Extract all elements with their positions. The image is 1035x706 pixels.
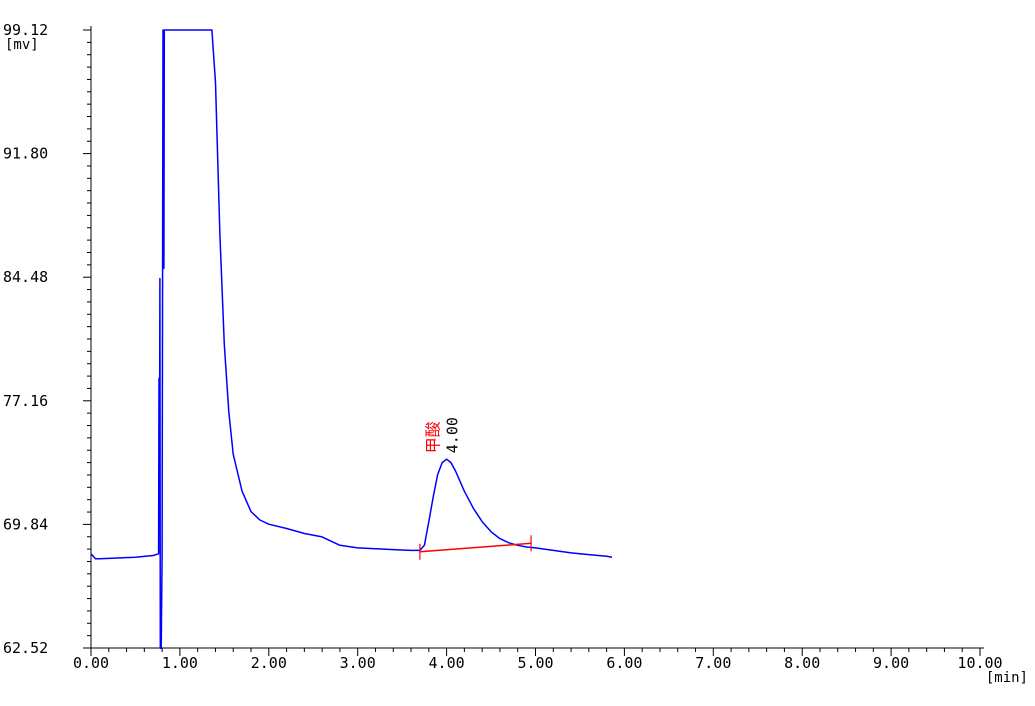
axes	[90, 26, 984, 649]
x-tick-label: 3.00	[340, 654, 376, 672]
y-axis-unit: [mv]	[5, 37, 39, 53]
y-tick-label: 91.80	[3, 145, 48, 163]
tick-marks	[83, 29, 981, 656]
x-tick-label: 2.00	[251, 654, 287, 672]
signal-line	[90, 29, 613, 650]
x-tick-label: 9.00	[873, 654, 909, 672]
x-axis-unit: [min]	[986, 670, 1028, 686]
y-tick-label: 77.16	[3, 392, 48, 410]
x-tick-label: 4.00	[429, 654, 465, 672]
x-tick-label: 10.00	[957, 654, 1002, 672]
peak-retention-time-label: 4.00	[444, 417, 462, 453]
baseline-line	[419, 542, 532, 553]
x-tick-label: 8.00	[784, 654, 820, 672]
y-tick-label: 99.12	[3, 21, 48, 39]
y-tick-label: 69.84	[3, 515, 48, 533]
peak-name-label: 甲酸	[424, 421, 443, 453]
y-tick-label: 62.52	[3, 639, 48, 657]
annotations: 甲酸 4.00	[424, 417, 462, 453]
y-tick-label: 84.48	[3, 268, 48, 286]
tick-labels: 62.52 69.84 77.16 84.48 91.80 99.12[mv] 0.00 1.…	[3, 21, 1028, 686]
x-tick-label: 7.00	[695, 654, 731, 672]
x-tick-label: 5.00	[517, 654, 553, 672]
x-tick-label: 0.00	[73, 654, 109, 672]
x-tick-label: 6.00	[606, 654, 642, 672]
x-tick-label: 1.00	[162, 654, 198, 672]
series-layer	[90, 29, 613, 650]
